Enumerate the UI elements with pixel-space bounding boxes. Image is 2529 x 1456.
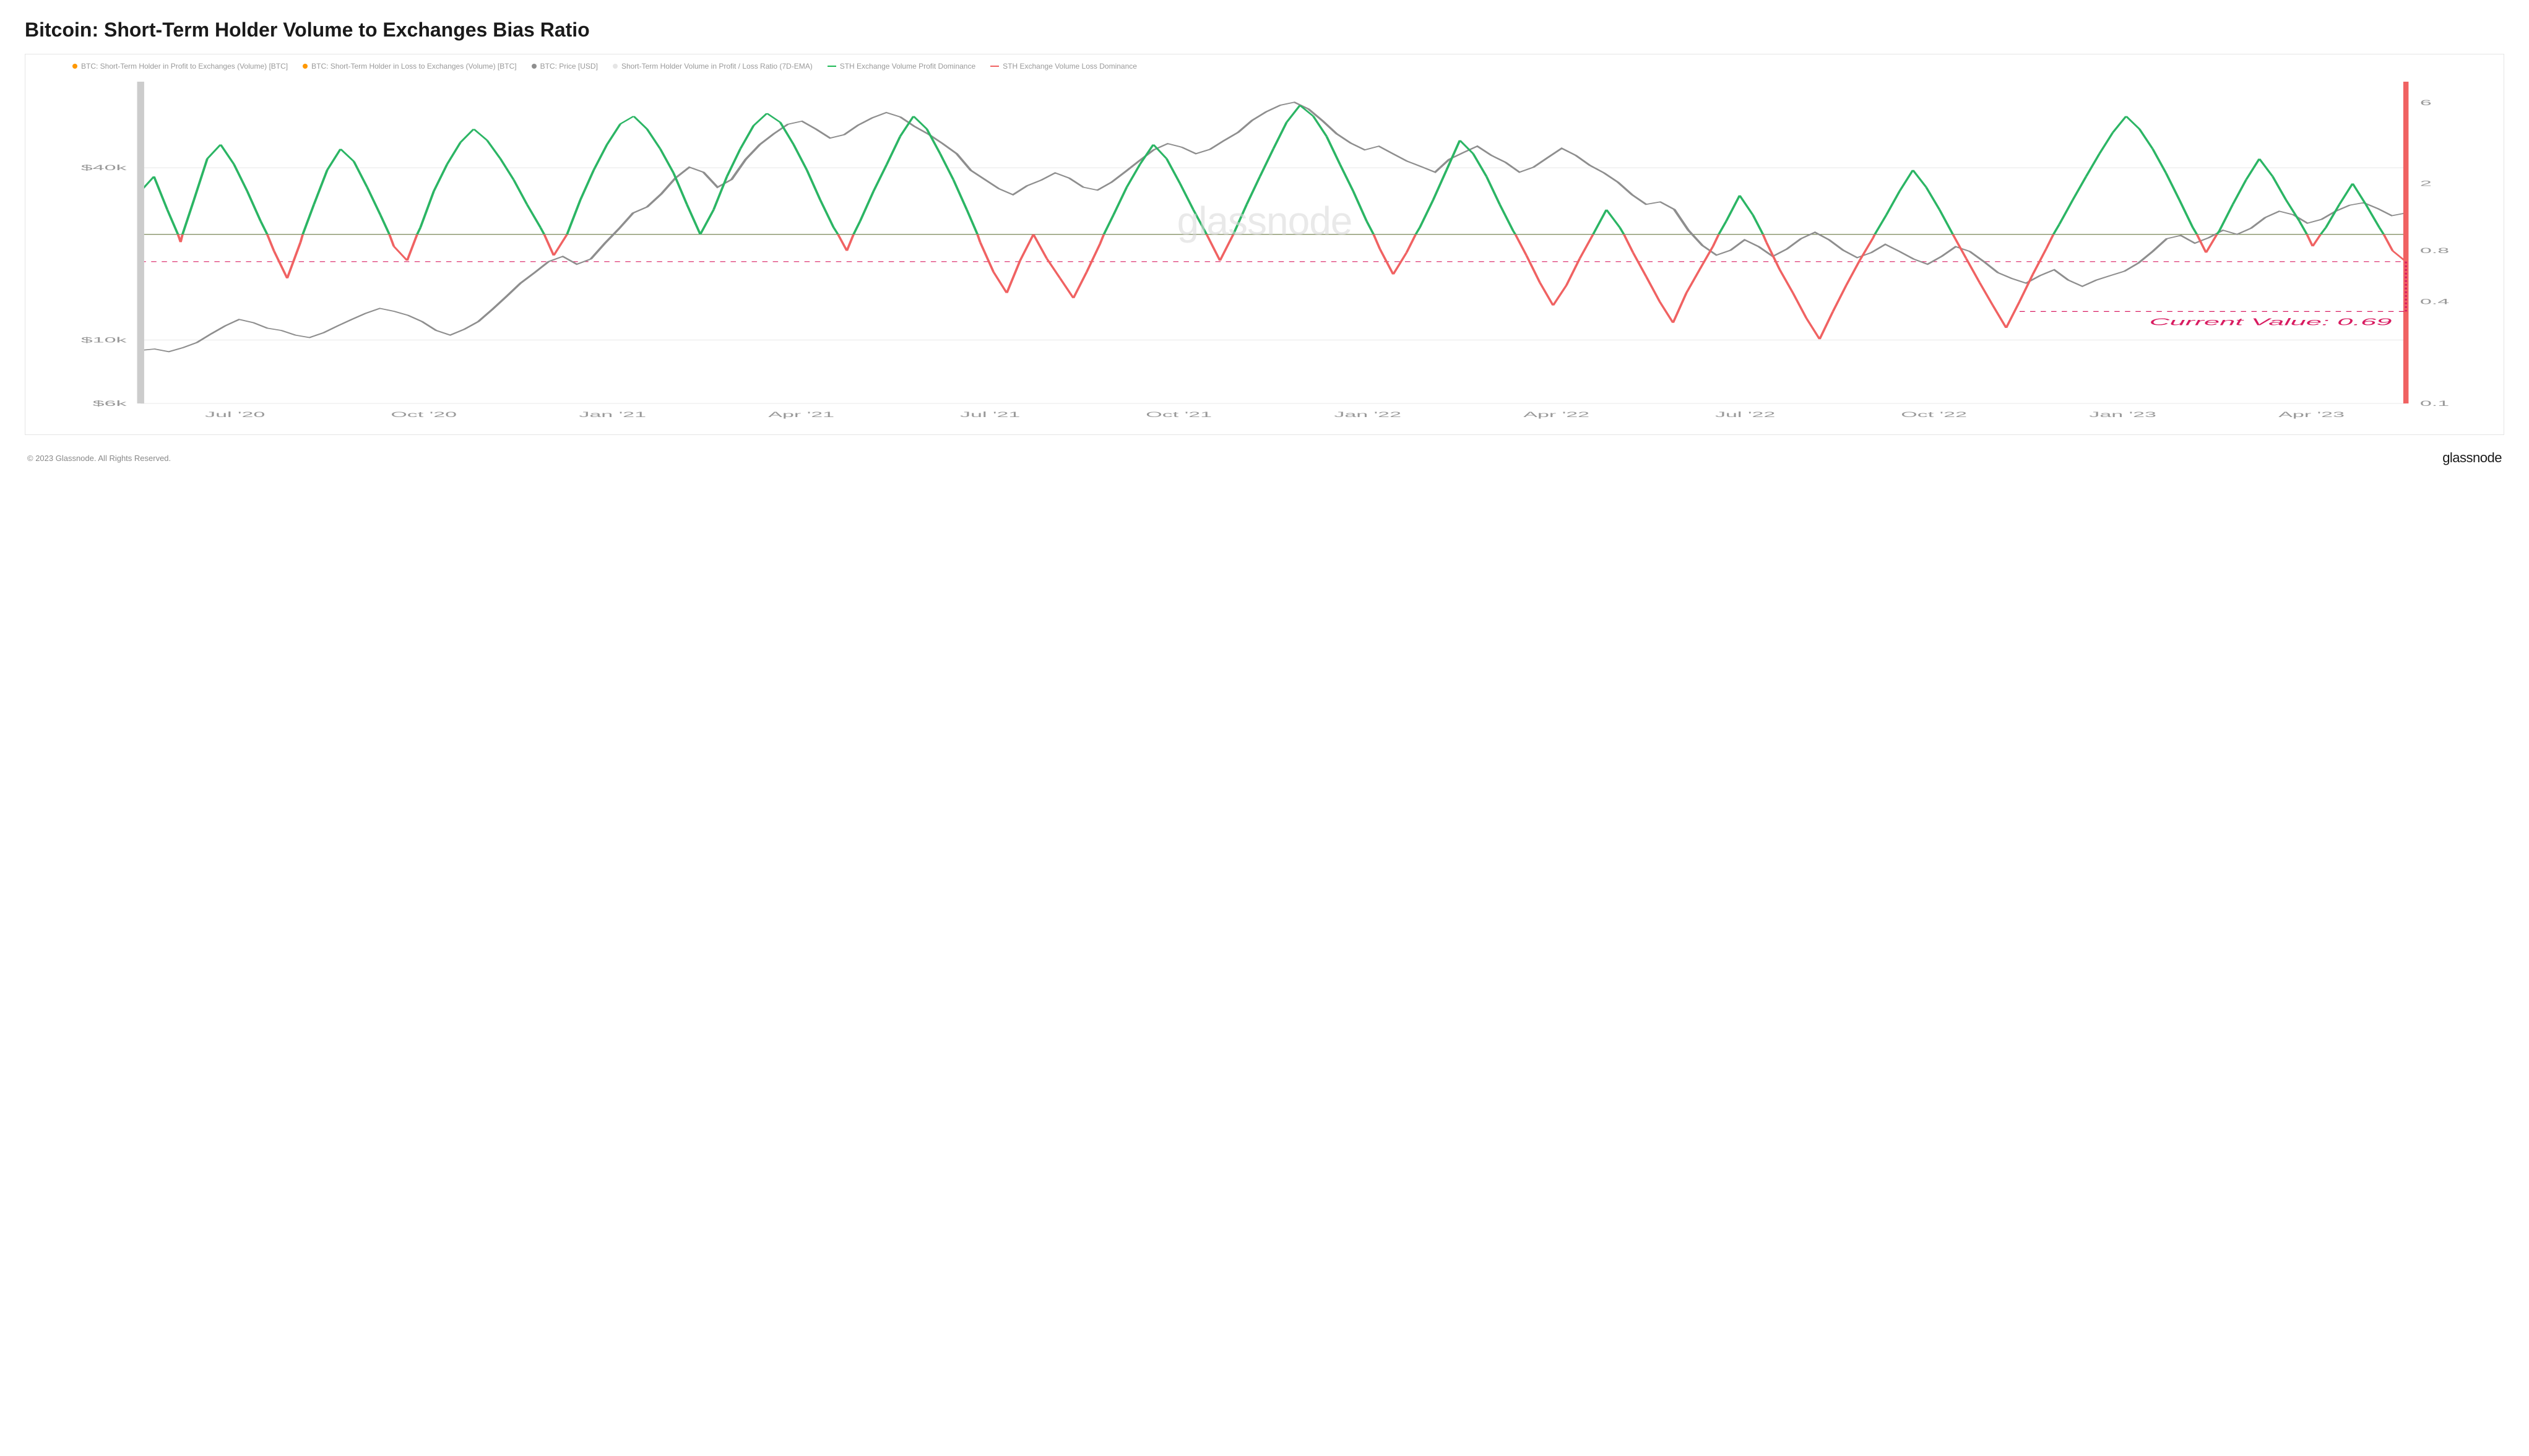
legend-label: STH Exchange Volume Profit Dominance: [840, 62, 975, 71]
legend-marker: [532, 64, 537, 69]
legend-marker: [828, 66, 836, 67]
svg-text:Apr '21: Apr '21: [768, 411, 834, 419]
legend-item: STH Exchange Volume Profit Dominance: [828, 62, 975, 71]
legend-item: BTC: Short-Term Holder in Loss to Exchan…: [303, 62, 516, 71]
svg-text:0.4: 0.4: [2420, 298, 2449, 306]
legend-item: BTC: Short-Term Holder in Profit to Exch…: [72, 62, 288, 71]
svg-text:Jan '21: Jan '21: [579, 411, 646, 419]
chart-container: Bitcoin: Short-Term Holder Volume to Exc…: [25, 19, 2504, 466]
svg-text:Apr '23: Apr '23: [2278, 411, 2345, 419]
legend-label: STH Exchange Volume Loss Dominance: [1003, 62, 1137, 71]
svg-text:Jan '23: Jan '23: [2089, 411, 2156, 419]
svg-text:Apr '22: Apr '22: [1523, 411, 1589, 419]
svg-text:Jul '22: Jul '22: [1715, 411, 1775, 419]
svg-text:6: 6: [2420, 99, 2432, 107]
legend-item: Short-Term Holder Volume in Profit / Los…: [613, 62, 813, 71]
current-value-label: Current Value: 0.69: [2150, 316, 2392, 327]
legend-label: BTC: Price [USD]: [540, 62, 598, 71]
legend-label: Short-Term Holder Volume in Profit / Los…: [621, 62, 813, 71]
chart-title: Bitcoin: Short-Term Holder Volume to Exc…: [25, 19, 2504, 41]
legend-marker: [990, 66, 999, 67]
legend-item: BTC: Price [USD]: [532, 62, 598, 71]
svg-text:Jul '20: Jul '20: [205, 411, 265, 419]
legend-item: STH Exchange Volume Loss Dominance: [990, 62, 1137, 71]
svg-text:Oct '21: Oct '21: [1146, 411, 1212, 419]
svg-text:$6k: $6k: [93, 400, 127, 408]
svg-text:Oct '20: Oct '20: [391, 411, 457, 419]
legend-label: BTC: Short-Term Holder in Profit to Exch…: [81, 62, 288, 71]
svg-text:Oct '22: Oct '22: [1901, 411, 1967, 419]
svg-text:$40k: $40k: [81, 164, 127, 172]
svg-text:Jan '22: Jan '22: [1334, 411, 1401, 419]
svg-text:2: 2: [2420, 179, 2432, 187]
brand-logo: glassnode: [2442, 450, 2502, 466]
legend-marker: [303, 64, 308, 69]
chart-area: glassnode $6k$10k$40k0.10.40.826Jul '20O…: [35, 75, 2494, 422]
svg-text:$10k: $10k: [81, 336, 127, 344]
chart-svg: $6k $10k $40k 0.1 0.4 0.8 2 6 Jul '20 Oct '20 Jan …: [35, 75, 2494, 422]
chart-frame: BTC: Short-Term Holder in Profit to Exch…: [25, 54, 2504, 435]
footer: © 2023 Glassnode. All Rights Reserved. g…: [25, 450, 2504, 466]
legend: BTC: Short-Term Holder in Profit to Exch…: [35, 62, 2494, 71]
svg-text:Jul '21: Jul '21: [960, 411, 1020, 419]
svg-text:0.1: 0.1: [2420, 400, 2449, 408]
copyright: © 2023 Glassnode. All Rights Reserved.: [27, 454, 171, 463]
svg-text:0.8: 0.8: [2420, 247, 2449, 255]
legend-marker: [613, 64, 618, 69]
legend-marker: [72, 64, 77, 69]
legend-label: BTC: Short-Term Holder in Loss to Exchan…: [311, 62, 516, 71]
